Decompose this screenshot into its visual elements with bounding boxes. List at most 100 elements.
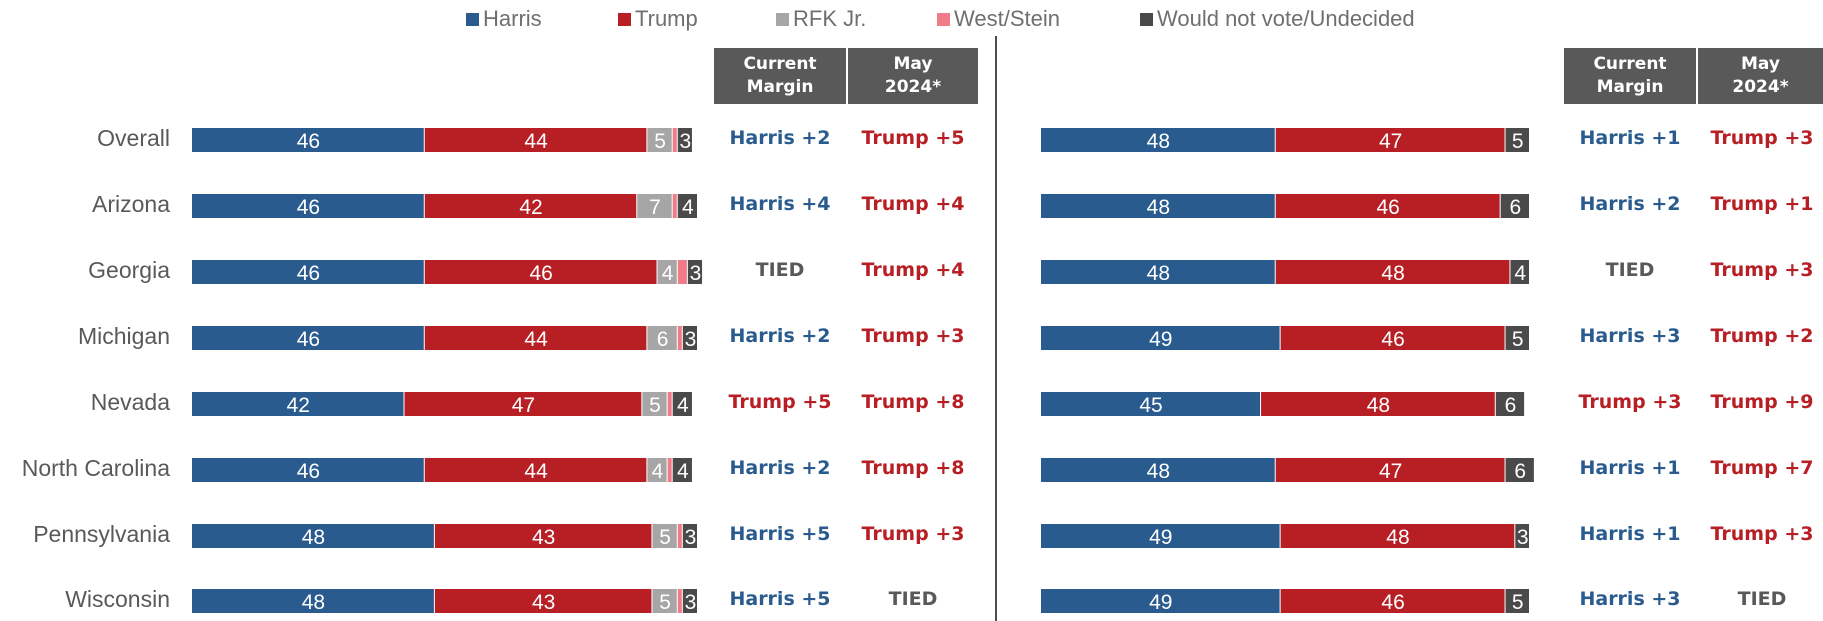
legend-item: Would not vote/Undecided [1140,4,1415,34]
bar-value-label: 47 [1379,130,1402,153]
bar-segment [434,524,652,548]
bar-segment [1510,260,1529,284]
may-2024-value: Trump +3 [1710,127,1814,149]
bar-segment [1505,326,1529,350]
bar-segment [682,589,697,613]
bar-value-label: 5 [659,526,671,549]
legend-item: Harris [466,4,542,34]
bar-segment [682,524,697,548]
bar-segment [677,128,692,152]
bar-value-label: 49 [1149,591,1172,614]
bar-value-label: 46 [297,262,320,285]
legend-swatch [937,12,950,26]
bar-segment [677,524,682,548]
bar-segment [1041,326,1280,350]
bar-value-label: 43 [532,591,555,614]
category-label: Pennsylvania [33,521,170,547]
bar-segment [647,326,677,350]
may-2024-value: Trump +3 [861,523,965,545]
bar-segment [192,524,434,548]
may-2024-value: Trump +7 [1710,457,1814,479]
bar-value-label: 48 [302,591,325,614]
bar-value-label: 3 [680,130,692,153]
bar-segment [657,260,677,284]
current-margin-value: Harris +2 [729,127,831,149]
may-2024-value: Trump +3 [1710,259,1814,281]
bar-segment [1041,589,1280,613]
bar-segment [1041,524,1280,548]
bar-value-label: 6 [657,328,669,351]
current-margin-value: TIED [1605,259,1655,281]
bar-value-label: 48 [1367,394,1390,417]
legend-item: Trump [618,4,698,34]
bar-value-label: 44 [524,130,548,153]
bar-segment [647,458,667,482]
bar-segment [667,458,672,482]
may-2024-value: TIED [1737,588,1787,610]
category-label: Nevada [90,389,170,415]
legend-swatch [466,12,479,26]
current-margin-value: Harris +3 [1579,325,1681,347]
bar-value-label: 44 [524,328,548,351]
category-label: North Carolina [21,455,170,481]
bar-segment [672,392,692,416]
bar-segment [672,458,692,482]
current-margin-value: Trump +3 [1578,391,1682,413]
bar-segment [1505,589,1529,613]
bar-segment [192,260,424,284]
bar-segment [1041,260,1275,284]
bar-value-label: 3 [690,262,702,285]
bar-value-label: 3 [685,591,697,614]
bar-segment [404,392,642,416]
bar-segment [1505,458,1534,482]
legend-label: Harris [483,6,542,31]
bar-value-label: 3 [1517,526,1529,549]
bar-value-label: 46 [297,460,320,483]
bar-segment [1280,326,1505,350]
bar-segment [637,194,672,218]
bar-value-label: 3 [685,526,697,549]
bar-value-label: 46 [529,262,552,285]
bar-value-label: 42 [519,196,542,219]
bar-segment [1041,392,1261,416]
bar-value-label: 5 [1512,591,1524,614]
bar-value-label: 48 [1381,262,1404,285]
bar-segment [192,326,424,350]
bar-segment [424,458,647,482]
bar-value-label: 5 [1512,130,1524,153]
legend-item: West/Stein [937,4,1060,34]
legend: Harris Trump RFK Jr. West/Stein Would not vo… [0,4,1823,34]
current-margin-value: Harris +3 [1579,588,1681,610]
header-may-2024-left: May 2024* [848,48,978,104]
bar-value-label: 4 [677,460,689,483]
current-margin-value: Harris +5 [729,588,831,610]
panel-divider [995,36,997,621]
bar-segment [1041,458,1275,482]
may-2024-value: Trump +4 [861,193,965,215]
current-margin-value: Harris +4 [729,193,831,215]
bar-value-label: 5 [1512,328,1524,351]
bar-value-label: 49 [1149,526,1172,549]
current-margin-value: Harris +2 [1579,193,1681,215]
bar-value-label: 48 [1147,196,1170,219]
bar-segment [642,392,667,416]
legend-swatch [618,12,631,26]
current-margin-value: TIED [755,259,805,281]
category-label: Wisconsin [65,586,170,612]
bar-value-label: 4 [662,262,674,285]
bar-segment [677,589,682,613]
current-margin-value: Harris +1 [1579,523,1681,545]
legend-swatch [1140,12,1153,26]
bar-value-label: 46 [1381,328,1404,351]
current-margin-value: Harris +1 [1579,457,1681,479]
bar-segment [424,128,647,152]
bar-segment [192,458,424,482]
bar-segment [1041,194,1275,218]
header-may-2024-right: May 2024* [1698,48,1823,104]
bar-value-label: 47 [512,394,535,417]
legend-swatch [776,12,789,26]
bar-segment [192,589,434,613]
category-label: Arizona [92,191,170,217]
bar-segment [1505,128,1529,152]
bar-value-label: 48 [302,526,325,549]
